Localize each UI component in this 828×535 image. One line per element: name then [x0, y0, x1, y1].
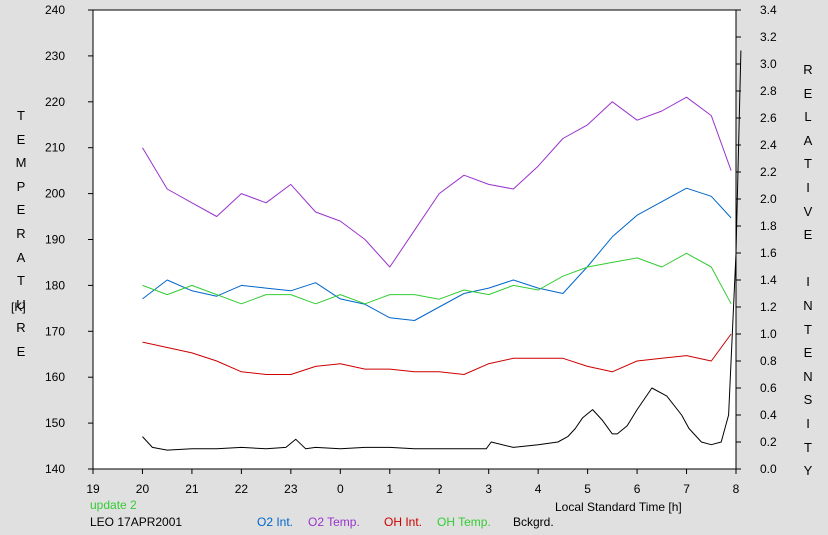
- left-axis-unit: [K]: [11, 300, 26, 314]
- left-tick-label: 190: [45, 233, 65, 247]
- x-tick-label: 6: [634, 482, 641, 496]
- x-tick-label: 20: [136, 482, 150, 496]
- series-line-bckgrd: [142, 50, 742, 451]
- x-tick-label: 8: [733, 482, 740, 496]
- legend-item: Bckgrd.: [513, 515, 554, 529]
- x-axis-title: Local Standard Time [h]: [555, 500, 682, 514]
- legend-item: O2 Temp.: [308, 515, 360, 529]
- x-tick-label: 7: [683, 482, 690, 496]
- x-tick-label: 22: [235, 482, 249, 496]
- left-tick-label: 200: [45, 187, 65, 201]
- right-tick-label: 2.0: [760, 192, 777, 206]
- left-tick-label: 170: [45, 324, 65, 338]
- x-tick-label: 0: [337, 482, 344, 496]
- right-axis-title: R E L A T I V E I N T E N S I T Y: [803, 62, 813, 479]
- right-tick-label: 2.4: [760, 138, 777, 152]
- series-line-o2-int: [142, 187, 732, 321]
- left-tick-label: 150: [45, 416, 65, 430]
- series-line-oh-temp: [142, 252, 732, 305]
- right-tick-label: 3.0: [760, 57, 777, 71]
- x-tick-label: 1: [386, 482, 393, 496]
- left-tick-label: 160: [45, 370, 65, 384]
- right-tick-label: 2.2: [760, 165, 777, 179]
- right-tick-label: 0.8: [760, 354, 777, 368]
- x-tick-label: 4: [535, 482, 542, 496]
- series-line-o2-temp: [142, 96, 732, 268]
- right-tick-label: 0.6: [760, 381, 777, 395]
- left-tick-label: 240: [45, 3, 65, 17]
- right-tick-label: 2.8: [760, 84, 777, 98]
- station-label: LEO 17APR2001: [90, 515, 183, 529]
- x-tick-label: 19: [86, 482, 100, 496]
- right-tick-label: 1.2: [760, 300, 777, 314]
- right-tick-label: 1.8: [760, 219, 777, 233]
- x-tick-label: 23: [284, 482, 298, 496]
- left-tick-label: 180: [45, 278, 65, 292]
- right-tick-label: 0.2: [760, 435, 777, 449]
- right-tick-label: 0.0: [760, 462, 777, 476]
- left-tick-label: 220: [45, 95, 65, 109]
- x-tick-label: 2: [436, 482, 443, 496]
- legend-item: O2 Int.: [257, 515, 294, 529]
- series-line-oh-int: [142, 333, 732, 375]
- x-tick-label: 21: [185, 482, 199, 496]
- right-tick-label: 1.0: [760, 327, 777, 341]
- left-tick-label: 140: [45, 462, 65, 476]
- left-tick-label: 210: [45, 141, 65, 155]
- x-tick-label: 3: [485, 482, 492, 496]
- update-label: update 2: [90, 498, 137, 512]
- right-tick-label: 1.4: [760, 273, 777, 287]
- right-tick-label: 3.2: [760, 30, 777, 44]
- left-tick-label: 230: [45, 49, 65, 63]
- right-tick-label: 0.4: [760, 408, 777, 422]
- legend-item: OH Int.: [384, 515, 423, 529]
- right-tick-label: 2.6: [760, 111, 777, 125]
- right-tick-label: 3.4: [760, 3, 777, 17]
- left-axis-title: T E M P E R A T U R E: [15, 108, 27, 359]
- right-tick-label: 1.6: [760, 246, 777, 260]
- x-tick-label: 5: [584, 482, 591, 496]
- legend-item: OH Temp.: [437, 515, 491, 529]
- plot-area: [92, 9, 737, 470]
